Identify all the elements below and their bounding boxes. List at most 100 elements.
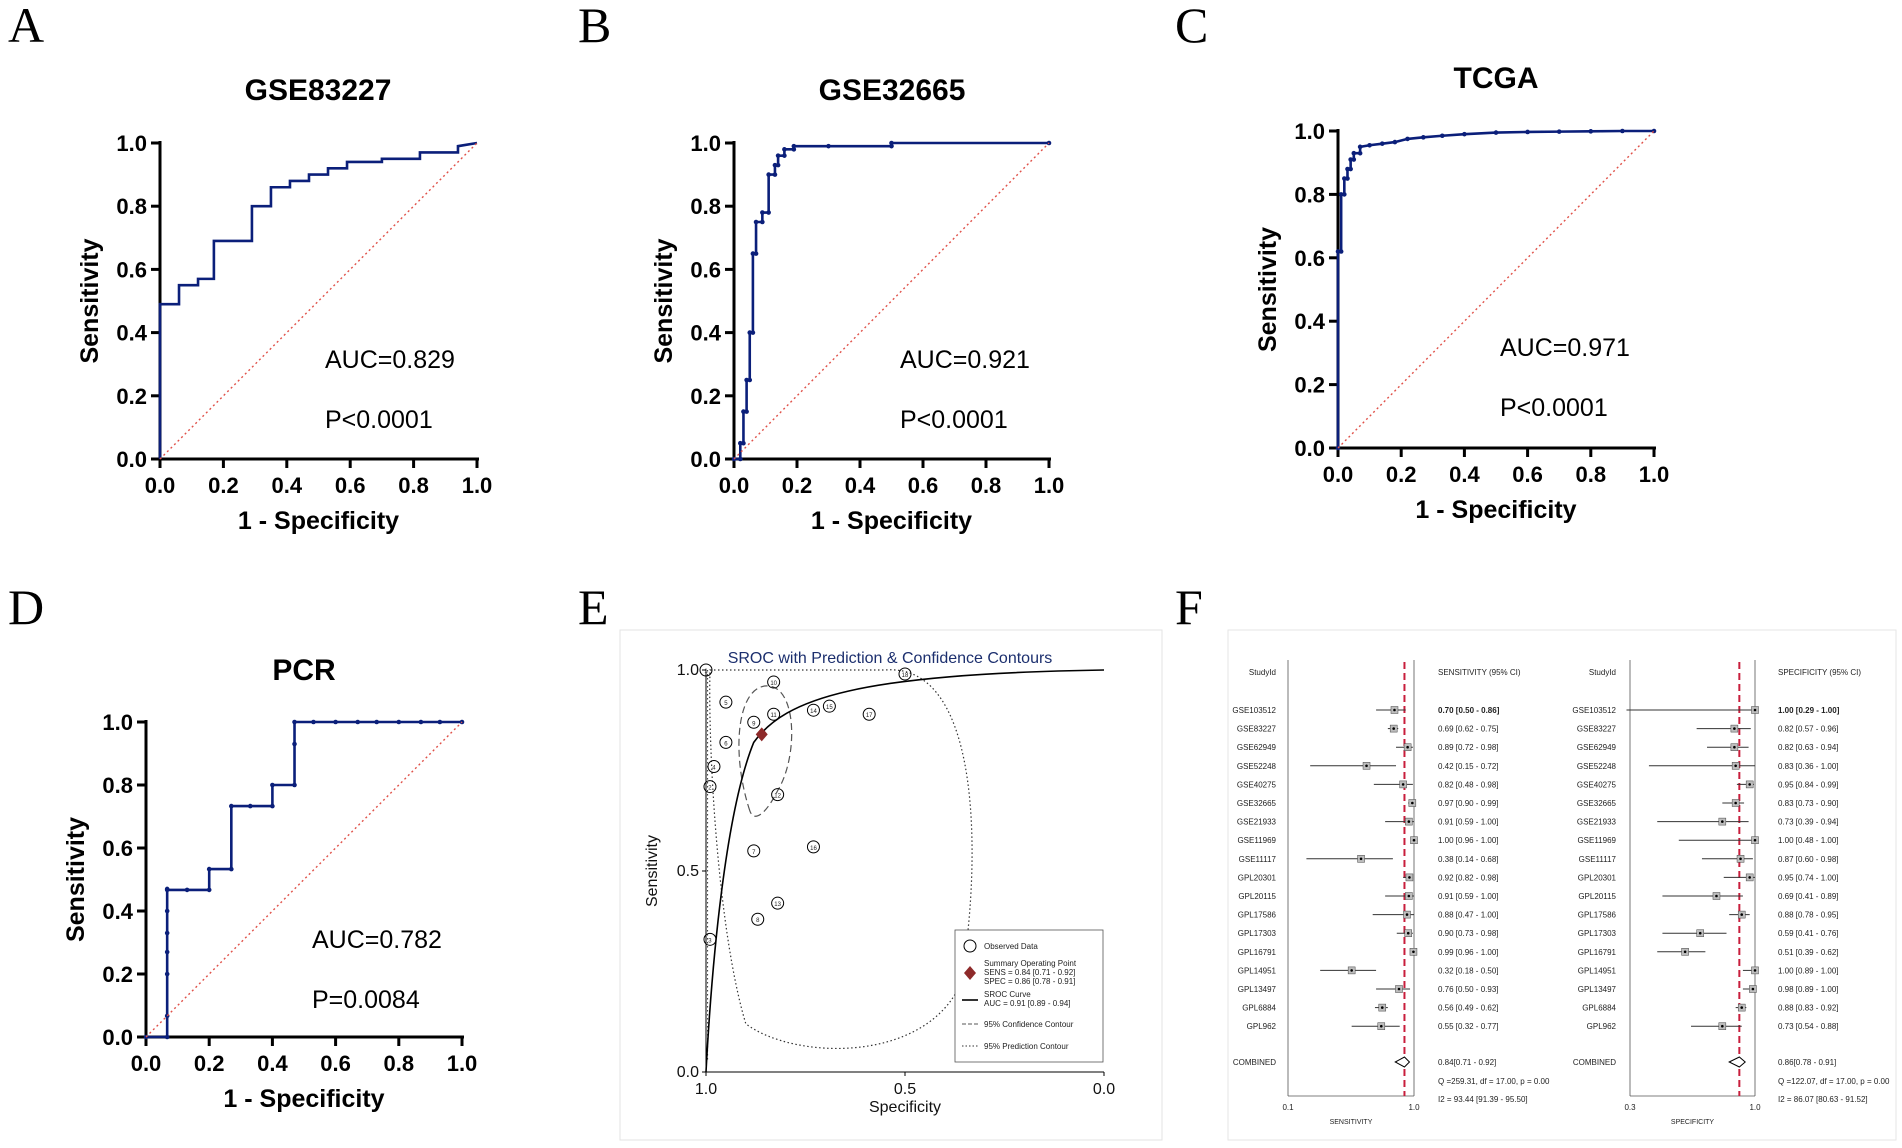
reference-diagonal-line <box>733 142 1050 460</box>
p-value-label: P=0.0084 <box>312 986 420 1014</box>
x-tick-label: 1.0 <box>462 473 493 498</box>
heterogeneity-q: Q =122.07, df = 17.00, p = 0.00 <box>1778 1077 1890 1086</box>
observed-point-label: 15 <box>826 705 833 711</box>
roc-point <box>396 719 402 725</box>
estimate-text: 0.69 [0.41 - 0.89] <box>1778 892 1839 901</box>
heterogeneity-i2: I2 = 93.44 [91.39 - 95.50] <box>1438 1095 1528 1104</box>
estimate-dot <box>1734 801 1737 805</box>
estimate-text: 0.73 [0.54 - 0.88] <box>1778 1022 1839 1031</box>
estimate-dot <box>1406 931 1410 935</box>
observed-data-point <box>719 735 733 749</box>
x-axis-label: 1 - Specificity <box>1415 496 1576 524</box>
roc-point <box>782 153 787 158</box>
estimate-dot <box>1740 1006 1744 1009</box>
legend-confidence-label: 95% Confidence Contour <box>984 1020 1074 1029</box>
sroc-frame <box>619 629 1163 1141</box>
auc-label: AUC=0.782 <box>312 926 442 954</box>
roc-point <box>1338 192 1344 197</box>
roc-point <box>766 172 771 177</box>
y-tick-label: 0.6 <box>116 257 147 282</box>
estimate-text: 0.42 [0.15 - 0.72] <box>1438 762 1499 771</box>
y-tick-label: 0.6 <box>102 836 133 861</box>
y-tick-label: 0.0 <box>116 447 147 472</box>
roc-point <box>206 866 212 872</box>
reference-diagonal-line <box>145 721 463 1038</box>
roc-point <box>164 930 170 936</box>
y-tick-label: 0.8 <box>116 194 147 219</box>
roc-point <box>741 409 746 414</box>
roc-point <box>744 409 749 414</box>
x-tick-label: 1.0 <box>1034 473 1065 498</box>
x-tick-label: 1.0 <box>1408 1103 1420 1112</box>
roc-curve-line <box>158 141 478 459</box>
estimate-text: 0.73 [0.39 - 0.94] <box>1778 818 1839 827</box>
study-column-header: StudyId <box>1589 668 1616 677</box>
estimate-text: 0.55 [0.32 - 0.77] <box>1438 1022 1499 1031</box>
y-tick-label: 0.4 <box>102 899 133 924</box>
observed-data-point <box>862 707 876 721</box>
chart-title: TCGA <box>1454 62 1539 95</box>
roc-point <box>1345 166 1350 172</box>
x-axis-label: SPECIFICITY <box>1671 1119 1715 1126</box>
roc-point <box>889 143 894 149</box>
study-label: GSE11117 <box>1579 855 1617 864</box>
study-label: GSE21933 <box>1577 818 1617 827</box>
roc-point <box>760 219 765 225</box>
y-tick-label: 0.0 <box>690 447 721 472</box>
estimate-dot <box>1407 894 1411 898</box>
roc-point <box>292 782 297 788</box>
y-tick-label: 0.4 <box>1294 309 1325 334</box>
roc-point <box>791 143 797 149</box>
roc-point <box>738 440 743 446</box>
y-tick-label: 0.4 <box>116 321 147 346</box>
x-axis-label: 1 - Specificity <box>238 507 399 535</box>
roc-point <box>775 162 781 168</box>
roc-point <box>333 719 338 725</box>
x-tick-label: 1.0 <box>447 1051 478 1076</box>
sroc-panel: SROC with Prediction & Confidence Contou… <box>619 629 1163 1141</box>
roc-curve-line <box>146 720 462 1039</box>
combined-text: 0.86[0.78 - 0.91] <box>1778 1058 1836 1067</box>
roc-point <box>747 330 753 335</box>
observed-point-label: 13 <box>774 902 781 908</box>
x-tick-label: 0.2 <box>1386 462 1417 487</box>
estimate-text: 0.59 [0.41 - 0.76] <box>1778 929 1839 938</box>
estimate-text: 0.83 [0.36 - 1.00] <box>1778 762 1839 771</box>
roc-point <box>744 377 749 383</box>
observed-point-label: 11 <box>771 713 778 719</box>
y-tick-label: 1.0 <box>677 662 699 679</box>
estimate-dot <box>1751 987 1755 991</box>
observed-point-label: 17 <box>866 713 873 719</box>
y-tick-label: 0.0 <box>102 1025 133 1050</box>
roc-point <box>1357 144 1363 150</box>
roc-point <box>164 971 170 977</box>
panel-label-d: D <box>8 579 44 635</box>
p-value-label: P<0.0001 <box>325 406 433 434</box>
estimate-text: 1.00 [0.89 - 1.00] <box>1778 966 1839 975</box>
estimate-dot <box>1379 1024 1383 1028</box>
study-label: GPL17303 <box>1578 929 1617 938</box>
roc-point <box>270 803 275 809</box>
value-column-header: SENSITIVITY (95% CI) <box>1438 668 1521 677</box>
y-axis-label: Sensitivity <box>644 835 661 907</box>
y-tick-label: 0.2 <box>690 384 721 409</box>
heterogeneity-i2: I2 = 86.07 [80.63 - 91.52] <box>1778 1095 1868 1104</box>
x-axis-label: Specificity <box>869 1099 941 1116</box>
y-tick-label: 0.8 <box>102 773 133 798</box>
observed-point-label: 14 <box>810 709 817 715</box>
roc-point <box>1462 131 1467 137</box>
study-label: GSE11117 <box>1239 855 1277 864</box>
estimate-dot <box>1721 820 1724 823</box>
estimate-dot <box>1407 820 1411 823</box>
p-value-label: P<0.0001 <box>1500 394 1608 422</box>
estimate-text: 0.92 [0.82 - 0.98] <box>1438 873 1499 882</box>
panel-label-a: A <box>8 0 44 53</box>
roc-point <box>1351 150 1357 156</box>
roc-point <box>164 908 170 914</box>
roc-point <box>747 377 753 383</box>
roc-panel-b: GSE32665 0.00.0 0.2 0.2 0.4 0.4 0.6 0.6 0.8 0.8 1.… <box>650 74 1064 535</box>
roc-point <box>1357 150 1363 156</box>
estimate-dot <box>1397 987 1401 991</box>
roc-point <box>247 803 253 809</box>
observed-data-point <box>767 707 781 721</box>
